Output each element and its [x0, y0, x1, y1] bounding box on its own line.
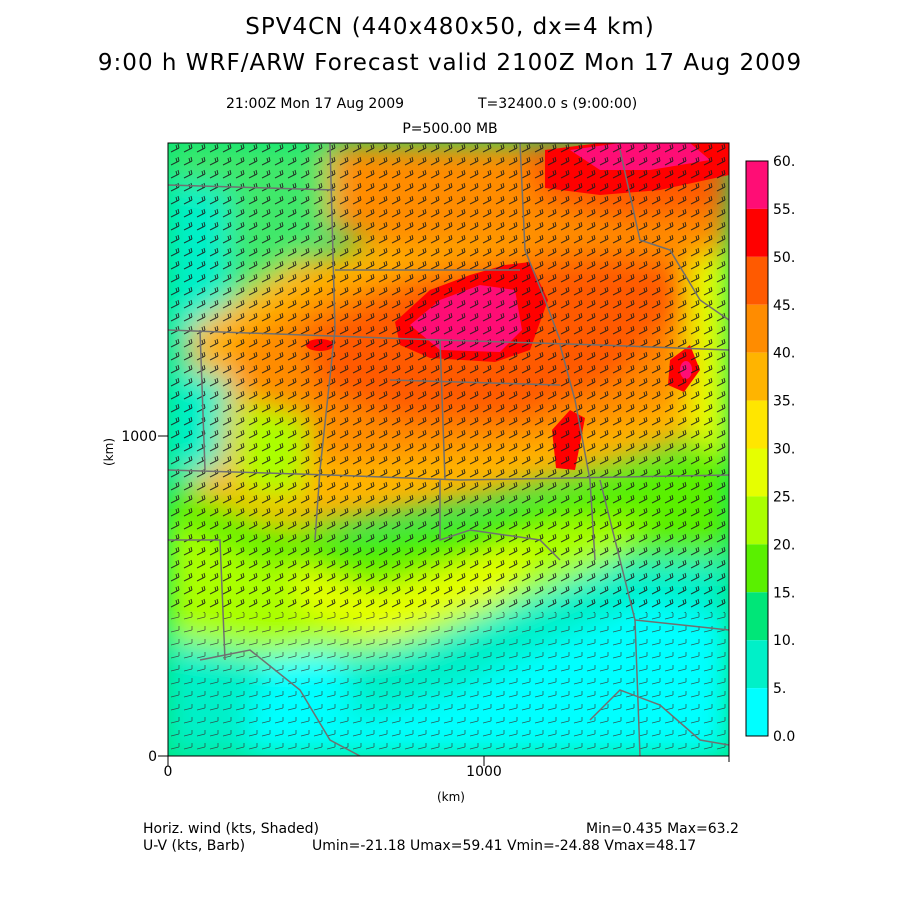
colorbar-swatch [746, 352, 768, 401]
colorbar-frame [745, 160, 769, 737]
y-tick-1000: 1000 [121, 429, 157, 445]
x-tick-0: 0 [164, 764, 173, 780]
colorbar-swatch [746, 161, 768, 209]
x-tick-1000: 1000 [466, 764, 502, 780]
footer-field-shaded: Horiz. wind (kts, Shaded) [143, 821, 319, 837]
colorbar-swatch [746, 208, 768, 257]
colorbar-label: 15. [773, 585, 795, 601]
colorbar-label: 45. [773, 298, 795, 314]
colorbar-label: 60. [773, 154, 795, 170]
wind-speed-shading [168, 143, 729, 756]
footer-min-max: Min=0.435 Max=63.2 [586, 821, 739, 837]
title-line-2: 9:00 h WRF/ARW Forecast valid 2100Z Mon … [97, 50, 803, 76]
colorbar-label: 10. [773, 633, 795, 649]
colorbar-swatch [746, 592, 768, 641]
colorbar-label: 20. [773, 537, 795, 553]
colorbar-swatch [746, 640, 768, 689]
colorbar-label: 5. [773, 681, 786, 697]
plot-frame [167, 142, 730, 757]
colorbar-label: 55. [773, 202, 795, 218]
state-boundaries [168, 143, 729, 756]
axis-ticks [158, 435, 730, 766]
model-time: T=32400.0 s (9:00:00) [478, 96, 638, 112]
colorbar-swatch [746, 256, 768, 305]
colorbar: 60. 55. 50. 45. 40. 35. 30. 25. 20. 15. 10. 5. 0.0 [745, 154, 795, 745]
footer-field-barb: U-V (kts, Barb) [143, 838, 246, 854]
footer-uv-stats: Umin=-21.18 Umax=59.41 Vmin=-24.88 Vmax=… [312, 838, 697, 854]
colorbar-swatch [746, 448, 768, 497]
colorbar-label: 30. [773, 442, 795, 458]
x-axis-label: (km) [437, 790, 465, 804]
valid-time: 21:00Z Mon 17 Aug 2009 [226, 96, 405, 112]
pressure-level: P=500.00 MB [402, 121, 498, 137]
colorbar-label: 40. [773, 346, 795, 362]
colorbar-label: 35. [773, 394, 795, 410]
colorbar-label: 25. [773, 489, 795, 505]
y-tick-0: 0 [148, 749, 157, 765]
colorbar-swatch [746, 304, 768, 353]
colorbar-swatch [746, 496, 768, 545]
colorbar-label: 50. [773, 250, 795, 266]
colorbar-swatch [746, 400, 768, 449]
title-line-1: SPV4CN (440x480x50, dx=4 km) [245, 14, 655, 40]
colorbar-label: 0.0 [773, 729, 795, 745]
colorbar-swatch [746, 544, 768, 593]
y-axis-label: (km) [102, 438, 116, 466]
colorbar-swatch [746, 688, 768, 736]
